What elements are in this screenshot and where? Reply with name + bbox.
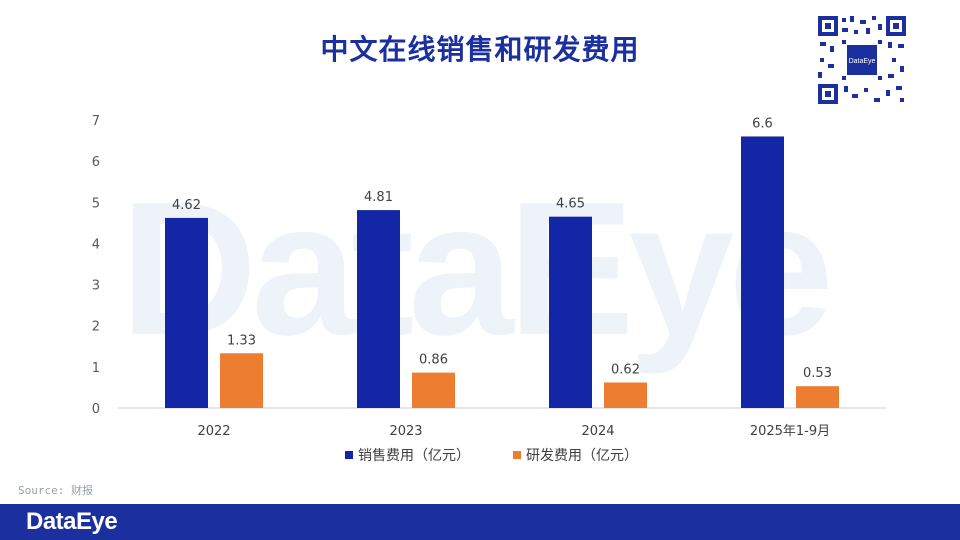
bar-sales [165, 217, 208, 408]
y-tick-label: 1 [92, 361, 100, 376]
y-tick-label: 6 [92, 155, 100, 170]
qr-code: DataEye [816, 14, 908, 106]
data-label: 0.62 [611, 362, 640, 377]
y-axis-ticks: 0 1 2 3 4 5 6 7 [92, 114, 100, 417]
legend-swatch [345, 451, 353, 459]
bar-rnd [796, 386, 839, 408]
legend-label: 销售费用（亿元） [358, 448, 470, 464]
source-note: Source: 财报 [18, 484, 93, 497]
y-tick-label: 0 [92, 402, 100, 417]
dataeye-logo: DataEye [26, 508, 118, 535]
bar-sales [357, 210, 400, 408]
bars [165, 136, 839, 408]
data-label: 6.6 [752, 116, 773, 131]
footer-bar: DataEye [0, 504, 960, 540]
data-label: 4.65 [556, 197, 585, 212]
bar-chart: 0 1 2 3 4 5 6 7 4.62 1.33 4.81 0.86 4.65 0.62 6.6 0.53… [92, 114, 886, 464]
bar-sales [549, 216, 592, 408]
x-tick-label: 2025年1-9月 [750, 424, 830, 439]
y-tick-label: 7 [92, 114, 100, 129]
bar-sales [741, 136, 784, 408]
y-tick-label: 3 [92, 279, 100, 294]
legend-label: 研发费用（亿元） [526, 448, 638, 464]
data-label: 0.53 [803, 366, 832, 381]
x-tick-label: 2022 [197, 424, 230, 439]
x-tick-label: 2023 [389, 424, 422, 439]
legend-swatch [513, 451, 521, 459]
bar-rnd [604, 382, 647, 408]
chart-title: 中文在线销售和研发费用 [320, 33, 640, 66]
legend: 销售费用（亿元） 研发费用（亿元） [345, 448, 638, 464]
data-label: 4.62 [172, 198, 201, 213]
bar-rnd [412, 372, 455, 408]
svg-text:DataEye: DataEye [849, 58, 876, 65]
y-tick-label: 4 [92, 237, 100, 252]
y-tick-label: 5 [92, 196, 100, 211]
y-tick-label: 2 [92, 320, 100, 335]
data-label: 4.81 [364, 190, 393, 205]
bar-labels: 4.62 1.33 4.81 0.86 4.65 0.62 6.6 0.53 [172, 116, 832, 381]
x-axis-ticks: 2022 2023 2024 2025年1-9月 [197, 424, 830, 439]
data-label: 0.86 [419, 353, 448, 368]
bar-rnd [220, 353, 263, 408]
x-tick-label: 2024 [581, 424, 614, 439]
data-label: 1.33 [227, 333, 256, 348]
